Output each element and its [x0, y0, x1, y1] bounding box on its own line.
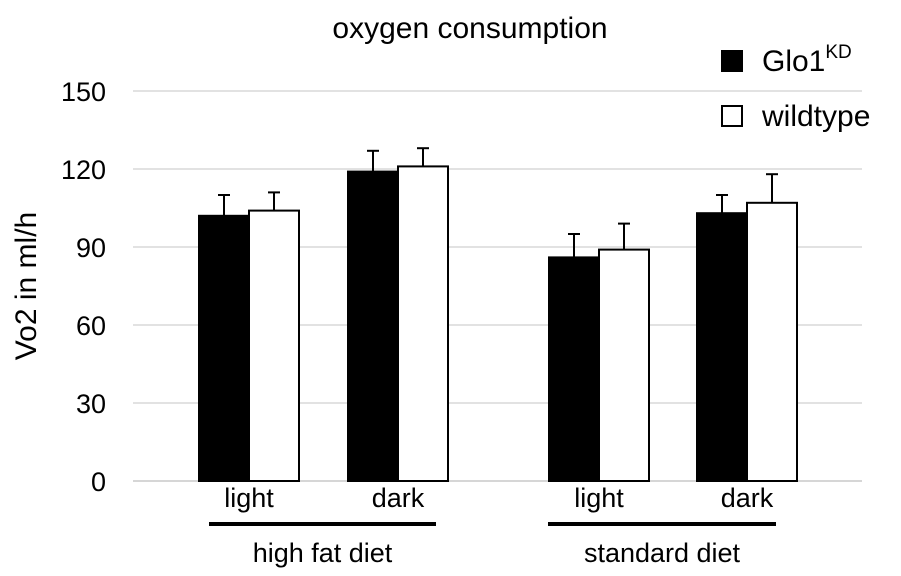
legend-label-wildtype: wildtype: [761, 100, 870, 133]
bar-wildtype: [598, 248, 650, 482]
bar-glo1kd: [347, 170, 399, 482]
bar-wildtype: [746, 201, 798, 483]
x-tick-label: light: [574, 483, 624, 513]
legend-label-glo1kd: Glo1KD: [762, 42, 852, 78]
legend-swatch-wildtype: [721, 105, 743, 127]
y-tick-label: 0: [91, 467, 106, 497]
legend-swatch-glo1kd: [721, 50, 743, 72]
bar-wildtype: [248, 209, 300, 482]
x-tick-label: dark: [372, 483, 425, 513]
y-tick-labels: 0 30 60 90 120 150: [61, 77, 106, 497]
y-tick-label: 150: [61, 77, 106, 107]
y-tick-label: 90: [76, 233, 106, 263]
y-tick-label: 120: [61, 155, 106, 185]
group-label: standard diet: [584, 538, 741, 568]
x-tick-label: light: [224, 483, 274, 513]
bar-glo1kd: [548, 256, 600, 482]
y-tick-label: 30: [76, 389, 106, 419]
legend: Glo1KD wildtype: [721, 42, 870, 133]
y-tick-label: 60: [76, 311, 106, 341]
legend-series-name: Glo1: [762, 45, 825, 78]
bar-glo1kd: [198, 214, 250, 483]
bars: [198, 165, 798, 483]
x-tick-labels: light dark light dark: [224, 483, 774, 513]
bar-glo1kd: [696, 212, 748, 482]
group-label: high fat diet: [253, 538, 393, 568]
legend-series-superscript: KD: [825, 42, 851, 63]
group-labels: high fat diet standard diet: [209, 522, 776, 568]
y-axis-label: Vo2 in ml/h: [10, 212, 43, 360]
chart-title: oxygen consumption: [332, 12, 607, 45]
bar-wildtype: [397, 165, 449, 482]
x-tick-label: dark: [721, 483, 774, 513]
error-bars: [218, 147, 778, 258]
